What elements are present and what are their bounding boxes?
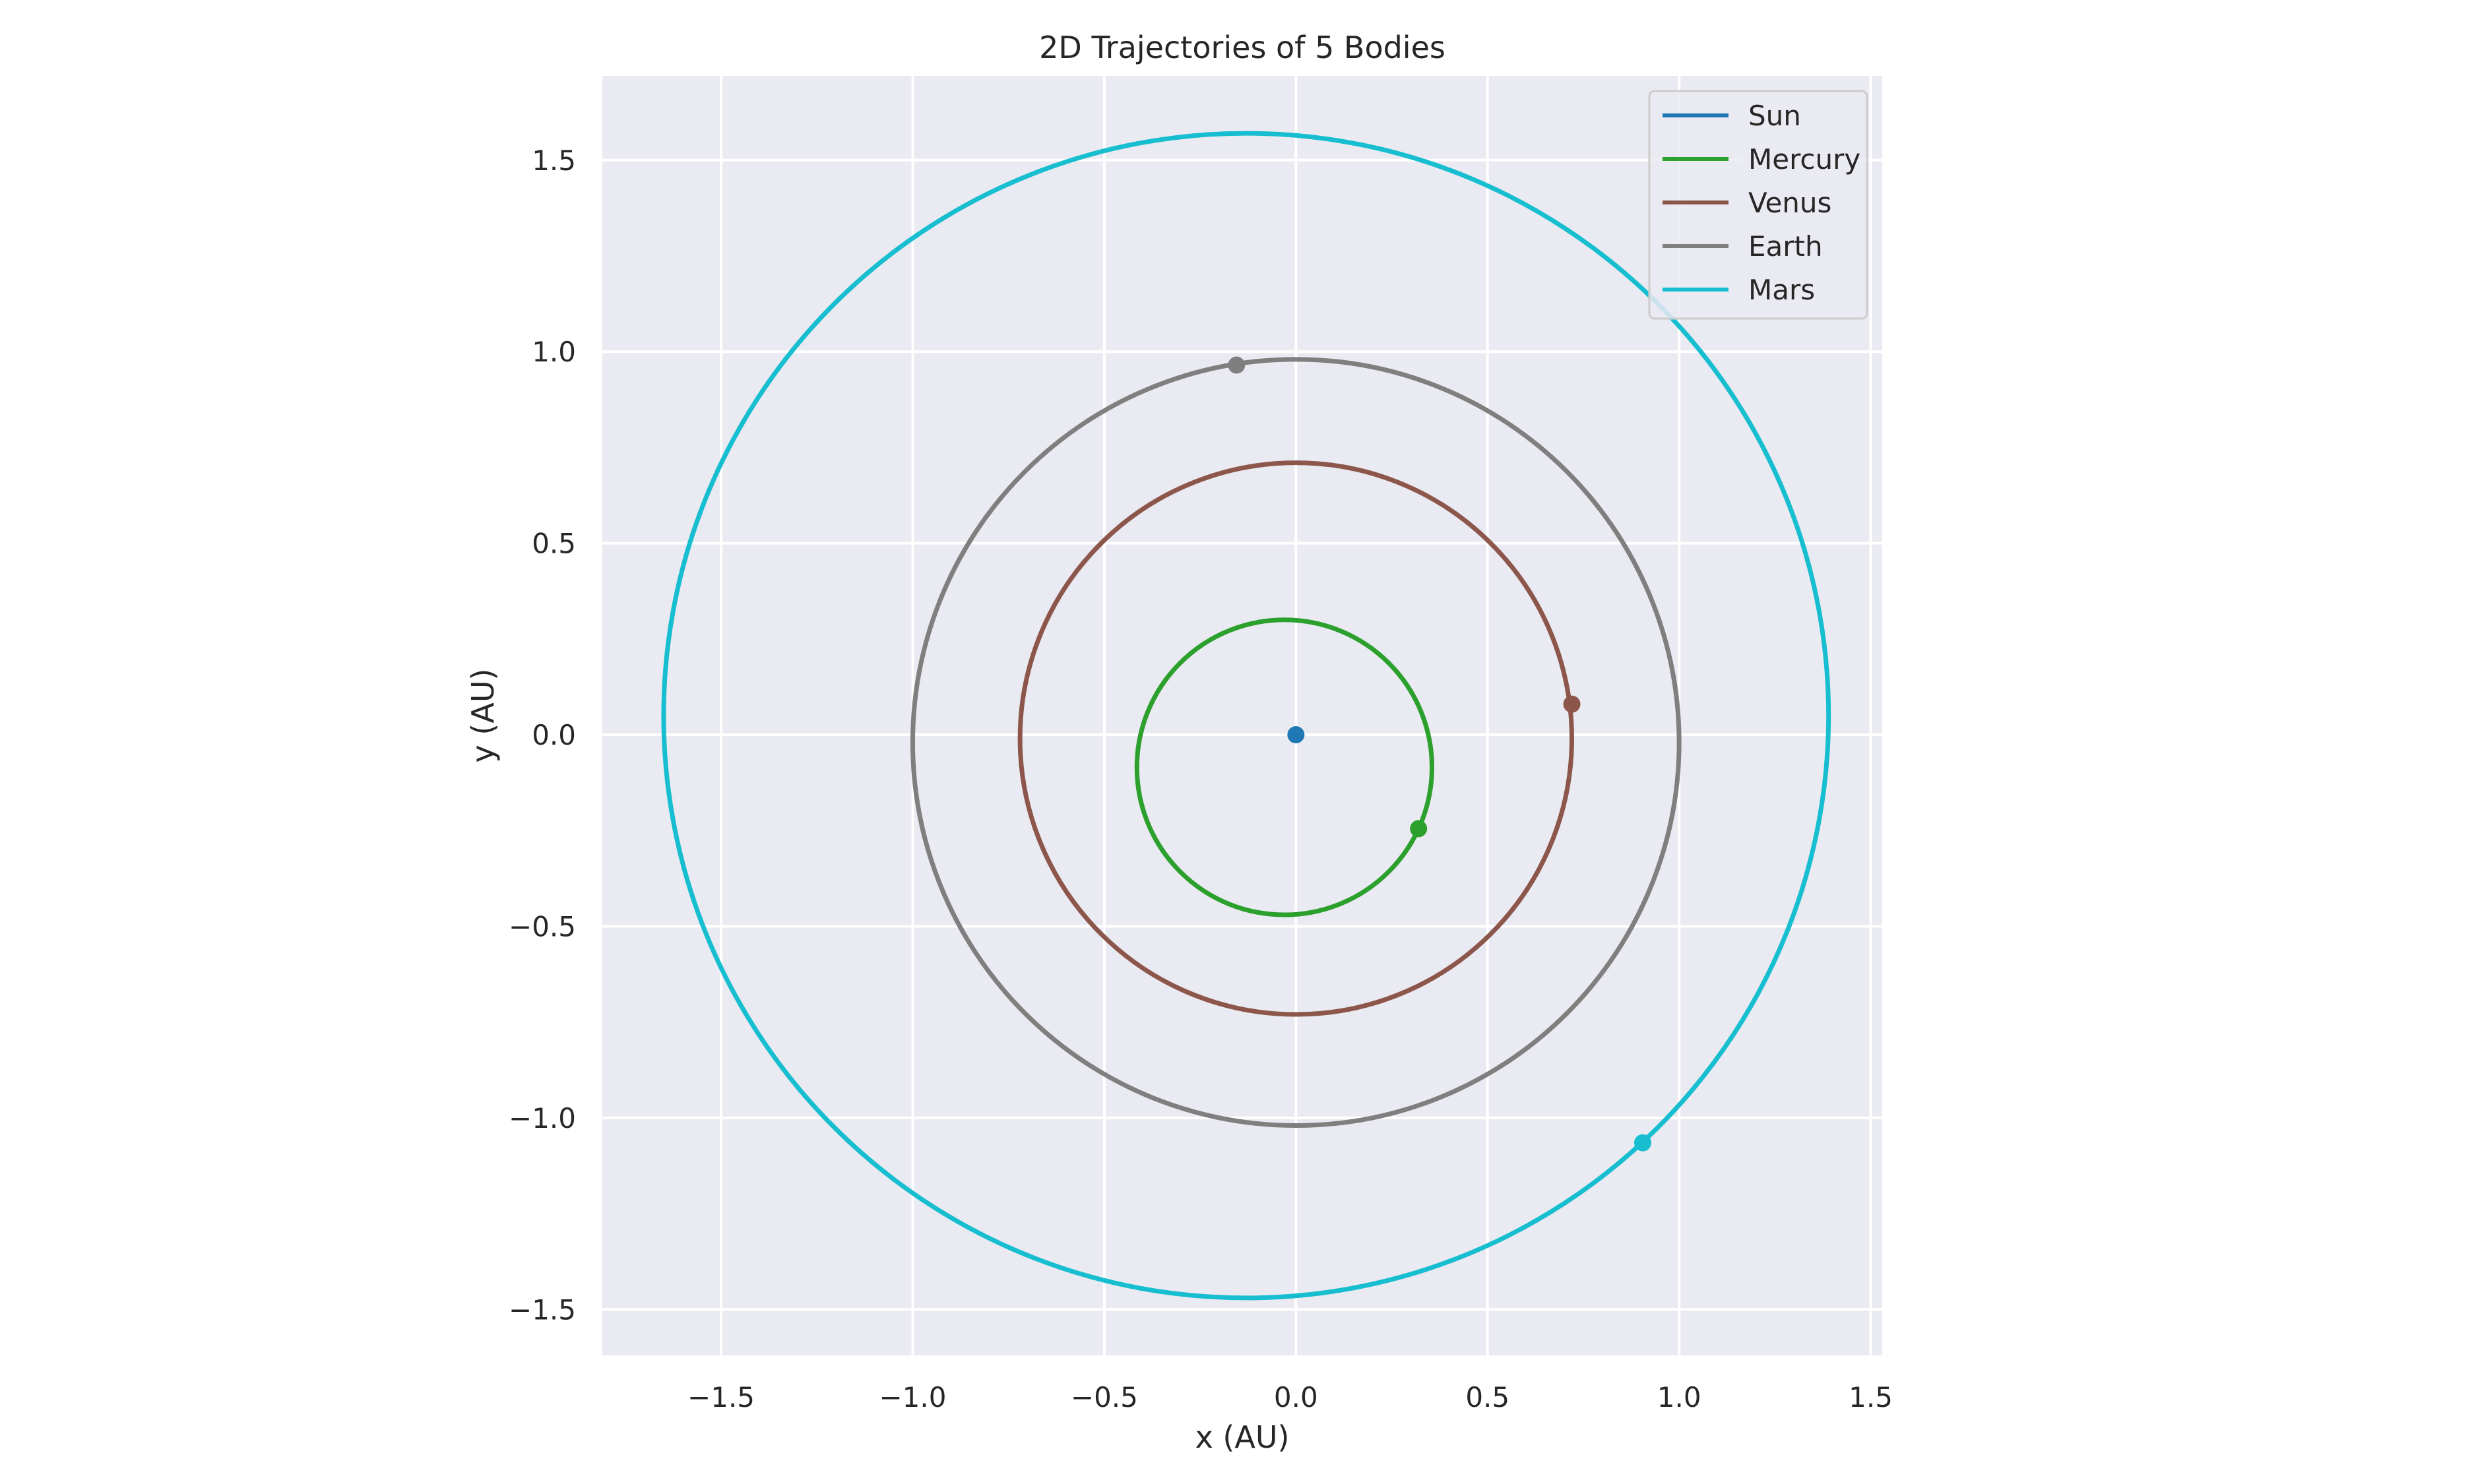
earth-marker — [1228, 356, 1246, 374]
x-tick-label: −1.5 — [687, 1381, 755, 1413]
x-tick-label: −0.5 — [1071, 1381, 1138, 1413]
y-tick-label: 1.5 — [532, 144, 576, 177]
x-tick-label: 0.0 — [1274, 1381, 1318, 1413]
legend-box — [1648, 90, 1868, 320]
x-tick-labels: −1.5 −1.0 −0.5 0.0 0.5 1.0 1.5 — [687, 1381, 1893, 1413]
sun-marker — [1287, 726, 1305, 744]
mercury-marker — [1410, 820, 1428, 838]
x-tick-label: 0.5 — [1465, 1381, 1509, 1413]
x-tick-label: 1.5 — [1849, 1381, 1893, 1413]
y-tick-label: 0.5 — [532, 528, 576, 560]
x-tick-label: 1.0 — [1657, 1381, 1701, 1413]
y-axis-label: y (AU) — [465, 669, 501, 763]
legend-label-sun: Sun — [1748, 100, 1801, 132]
y-tick-label: −0.5 — [509, 910, 576, 943]
orbit-paths — [661, 131, 1831, 1301]
body-markers — [1228, 356, 1651, 1152]
venus-orbit — [1017, 460, 1575, 1017]
y-tick-label: −1.0 — [509, 1102, 576, 1134]
y-tick-label: −1.5 — [509, 1293, 576, 1326]
x-tick-label: −1.0 — [879, 1381, 946, 1413]
mercury-orbit — [1134, 617, 1435, 917]
legend-label-mercury: Mercury — [1748, 143, 1860, 175]
x-axis-label: x (AU) — [1195, 1419, 1290, 1455]
mars-orbit — [661, 131, 1831, 1301]
mars-marker — [1633, 1134, 1651, 1152]
chart-title: 2D Trajectories of 5 Bodies — [1039, 30, 1445, 65]
y-gridlines — [602, 158, 1882, 1311]
legend-label-earth: Earth — [1748, 230, 1823, 263]
y-tick-labels: −1.5 −1.0 −0.5 0.0 0.5 1.0 1.5 — [509, 144, 576, 1326]
legend: Sun Mercury Venus Earth Mars — [1648, 90, 1868, 320]
y-tick-label: 0.0 — [532, 719, 576, 751]
earth-orbit — [910, 357, 1682, 1128]
legend-label-mars: Mars — [1748, 274, 1815, 306]
venus-marker — [1563, 695, 1581, 713]
y-tick-label: 1.0 — [532, 336, 576, 368]
legend-label-venus: Venus — [1748, 187, 1831, 219]
